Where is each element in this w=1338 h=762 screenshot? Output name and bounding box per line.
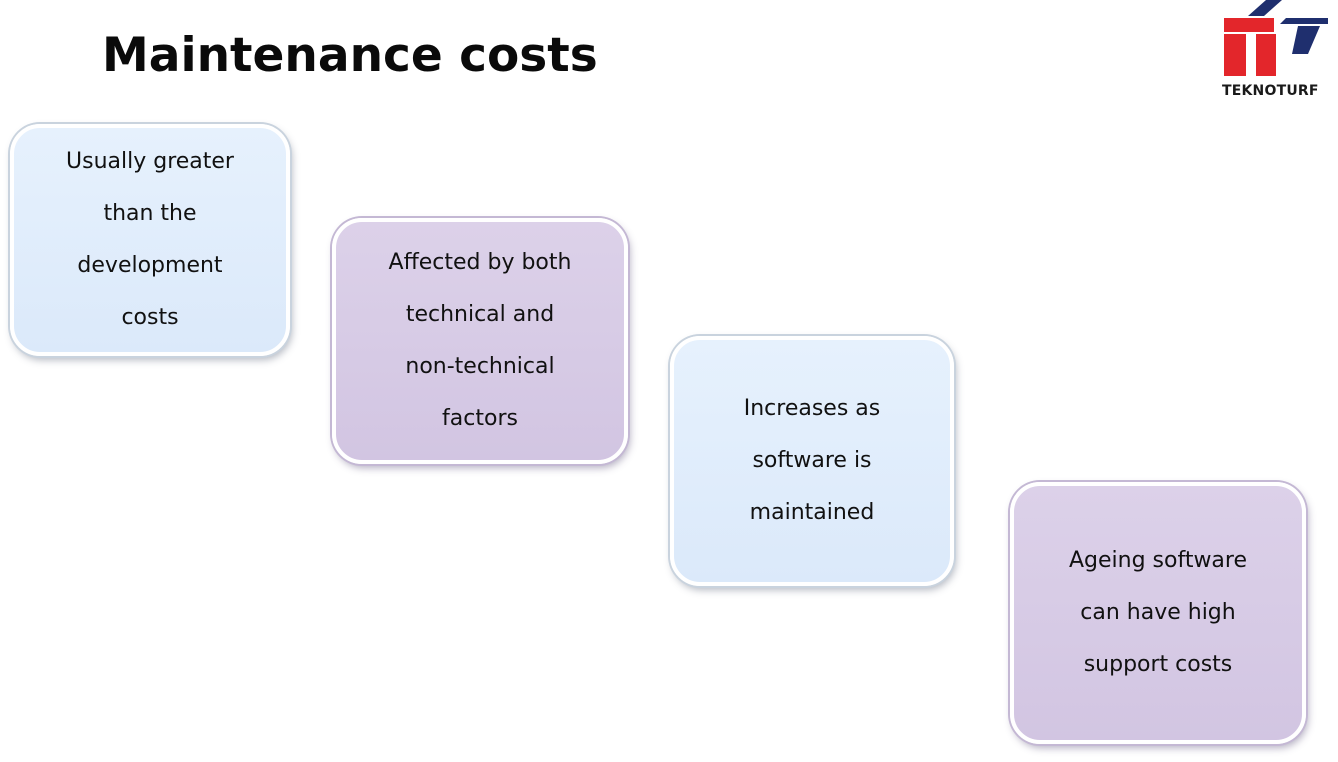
- cost-box-3-text: Increases as software is maintained: [743, 396, 881, 525]
- logo-text: TEKNOTURF: [1222, 83, 1319, 99]
- cost-box-4: Ageing software can have high support co…: [1010, 482, 1306, 744]
- cost-box-4-text: Ageing software can have high support co…: [1068, 548, 1248, 677]
- cost-box-1-text: Usually greater than the development cos…: [66, 149, 234, 330]
- cost-box-3: Increases as software is maintained: [670, 336, 954, 586]
- slide-title: Maintenance costs: [102, 28, 598, 83]
- cost-box-2: Affected by both technical and non-techn…: [332, 218, 628, 464]
- cost-box-1: Usually greater than the development cos…: [10, 124, 290, 356]
- cost-box-2-text: Affected by both technical and non-techn…: [388, 250, 572, 431]
- teknoturf-logo-icon: [1224, 0, 1328, 76]
